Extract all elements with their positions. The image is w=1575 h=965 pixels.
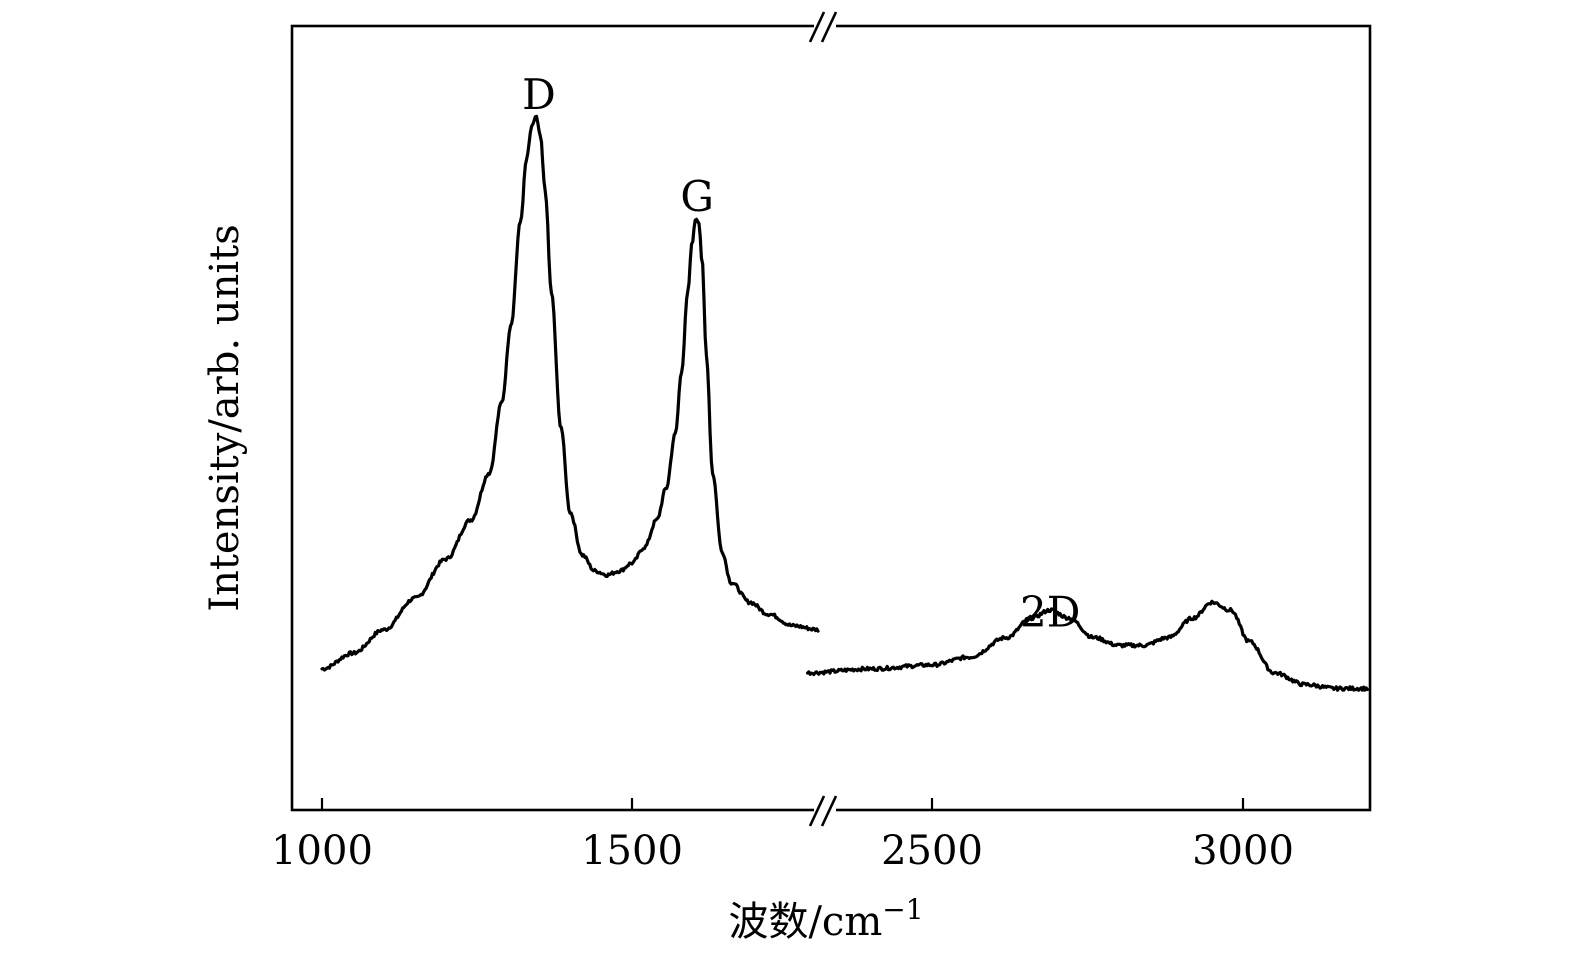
axis-break-top [808,11,838,43]
peak-label-d: D [522,70,556,119]
x-axis-title: 波数/cm−1 [728,893,923,945]
spectrum-line-left [320,114,820,672]
peak-annotations: D G 2D [522,70,1080,636]
x-tick-label-1000: 1000 [271,828,373,874]
axis-break-bottom [808,795,838,827]
peak-label-g: G [680,172,714,221]
plot-frame [290,24,1372,812]
spectrum-curves [320,114,1369,692]
x-axis-ticks [320,798,1245,810]
x-axis-title-main: 波数/cm [728,899,882,945]
x-tick-label-1500: 1500 [581,828,683,874]
spectrum-line-right [806,599,1369,692]
x-axis-title-superscript: −1 [882,893,923,926]
y-axis-title: Intensity/arb. units [202,224,248,611]
x-tick-label-2500: 2500 [881,828,983,874]
x-tick-label-3000: 3000 [1192,828,1294,874]
peak-label-2d: 2D [1020,587,1080,636]
x-axis-tick-labels: 1000 1500 2500 3000 [271,828,1294,874]
